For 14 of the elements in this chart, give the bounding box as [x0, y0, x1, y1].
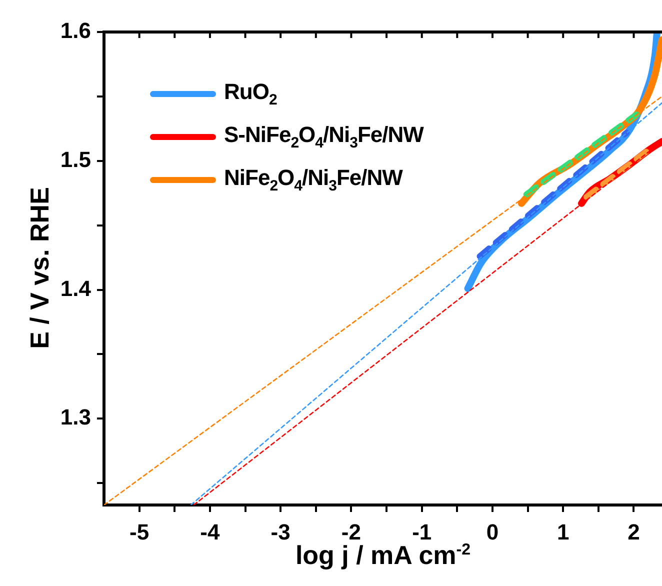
- legend-label: S-NiFe$_{2}$O$_{4}$/Ni$_{3}$Fe/NW: [224, 122, 424, 152]
- legend-label: NiFe$_{2}$O$_{4}$/Ni$_{3}$Fe/NW: [224, 164, 402, 194]
- x-tick-label: 1: [556, 519, 570, 544]
- x-tick-label: 2: [628, 519, 640, 544]
- legend-label: RuO$_{2}$: [224, 78, 277, 108]
- y-tick-label: 1.4: [60, 276, 92, 301]
- x-tick-label: -3: [270, 519, 290, 544]
- y-tick-label: 1.6: [60, 18, 91, 44]
- x-tick-label: 0: [486, 519, 499, 544]
- y-tick-label: 1.5: [60, 146, 91, 172]
- x-tick-label: -4: [200, 519, 220, 544]
- x-tick-label: -5: [130, 519, 150, 544]
- y-axis-title: E / V vs. RHE: [24, 187, 56, 349]
- y-tick-label: 1.3: [60, 404, 91, 430]
